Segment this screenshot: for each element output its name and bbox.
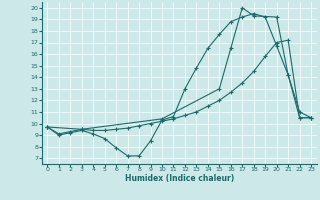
X-axis label: Humidex (Indice chaleur): Humidex (Indice chaleur) [124,174,234,183]
